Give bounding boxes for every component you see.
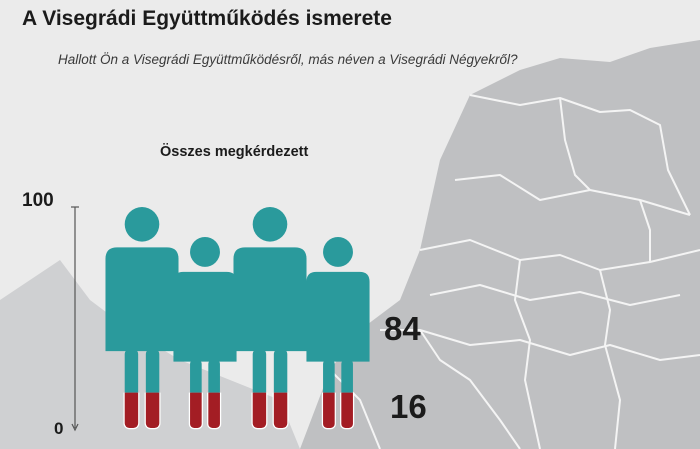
map-borders xyxy=(329,94,700,449)
y-tick-label-min: 0 xyxy=(54,419,63,438)
person-icon xyxy=(306,237,370,430)
value-labels: 84 16 xyxy=(384,310,427,425)
y-axis: 100 0 xyxy=(22,190,79,438)
person-icon-yes-part xyxy=(306,237,370,393)
value-label-no: 16 xyxy=(390,388,427,425)
person-icon xyxy=(105,207,179,430)
value-label-yes: 84 xyxy=(384,310,421,347)
survey-question: Hallott Ön a Visegrádi Együttműködésről,… xyxy=(58,52,518,67)
person-icon-yes-part xyxy=(105,207,179,393)
chart-title: Összes megkérdezett xyxy=(160,144,309,160)
y-tick-label-max: 100 xyxy=(22,190,54,211)
person-icon-yes-part xyxy=(233,207,307,393)
people-icons xyxy=(105,207,370,430)
person-icon xyxy=(233,207,307,430)
page-title: A Visegrádi Együttműködés ismerete xyxy=(22,7,392,30)
person-icon-no-part xyxy=(321,392,355,430)
person-icon-no-part xyxy=(123,392,161,430)
person-icon xyxy=(173,237,237,430)
person-icon-no-part xyxy=(188,392,222,430)
person-icon-no-part xyxy=(251,392,289,430)
y-axis-arrow xyxy=(71,423,79,432)
person-icon-yes-part xyxy=(173,237,237,393)
